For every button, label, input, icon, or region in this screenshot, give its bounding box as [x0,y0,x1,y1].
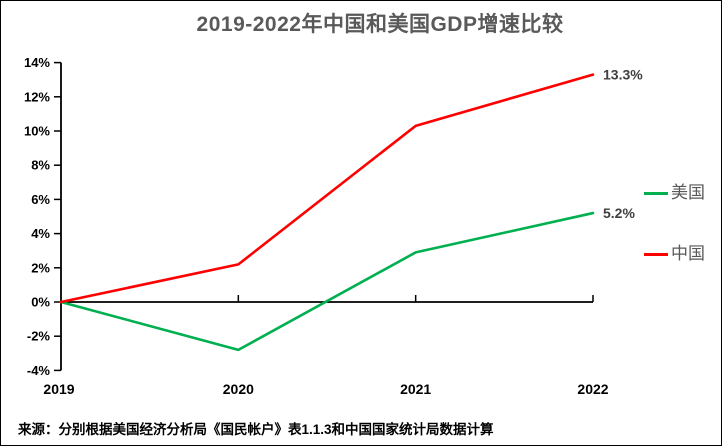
china-line-swatch [644,252,668,256]
svg-text:-4%: -4% [27,363,51,378]
legend-item-china: 中国 [644,242,705,266]
svg-text:2019: 2019 [43,381,74,397]
svg-text:14%: 14% [24,55,50,70]
legend-label-usa: 美国 [671,183,705,202]
chart-title: 2019-2022年中国和美国GDP增速比较 [196,13,564,36]
legend: 美国 中国 [644,181,705,266]
svg-text:5.2%: 5.2% [603,205,635,221]
svg-text:2021: 2021 [400,381,431,397]
svg-text:10%: 10% [24,124,50,139]
svg-text:12%: 12% [24,89,50,104]
svg-text:2%: 2% [31,260,50,275]
svg-text:0%: 0% [31,295,50,310]
legend-item-usa: 美国 [644,181,705,205]
svg-text:-2%: -2% [27,329,51,344]
svg-text:2020: 2020 [223,381,254,397]
svg-text:2022: 2022 [577,381,608,397]
usa-line-swatch [644,191,668,195]
svg-text:6%: 6% [31,192,50,207]
legend-label-china: 中国 [671,244,705,263]
svg-text:4%: 4% [31,226,50,241]
svg-text:8%: 8% [31,158,50,173]
source-note: 来源：分别根据美国经济分析局《国民帐户》表1.1.3和中国国家统计局数据计算 [18,422,494,437]
svg-text:13.3%: 13.3% [603,67,643,83]
